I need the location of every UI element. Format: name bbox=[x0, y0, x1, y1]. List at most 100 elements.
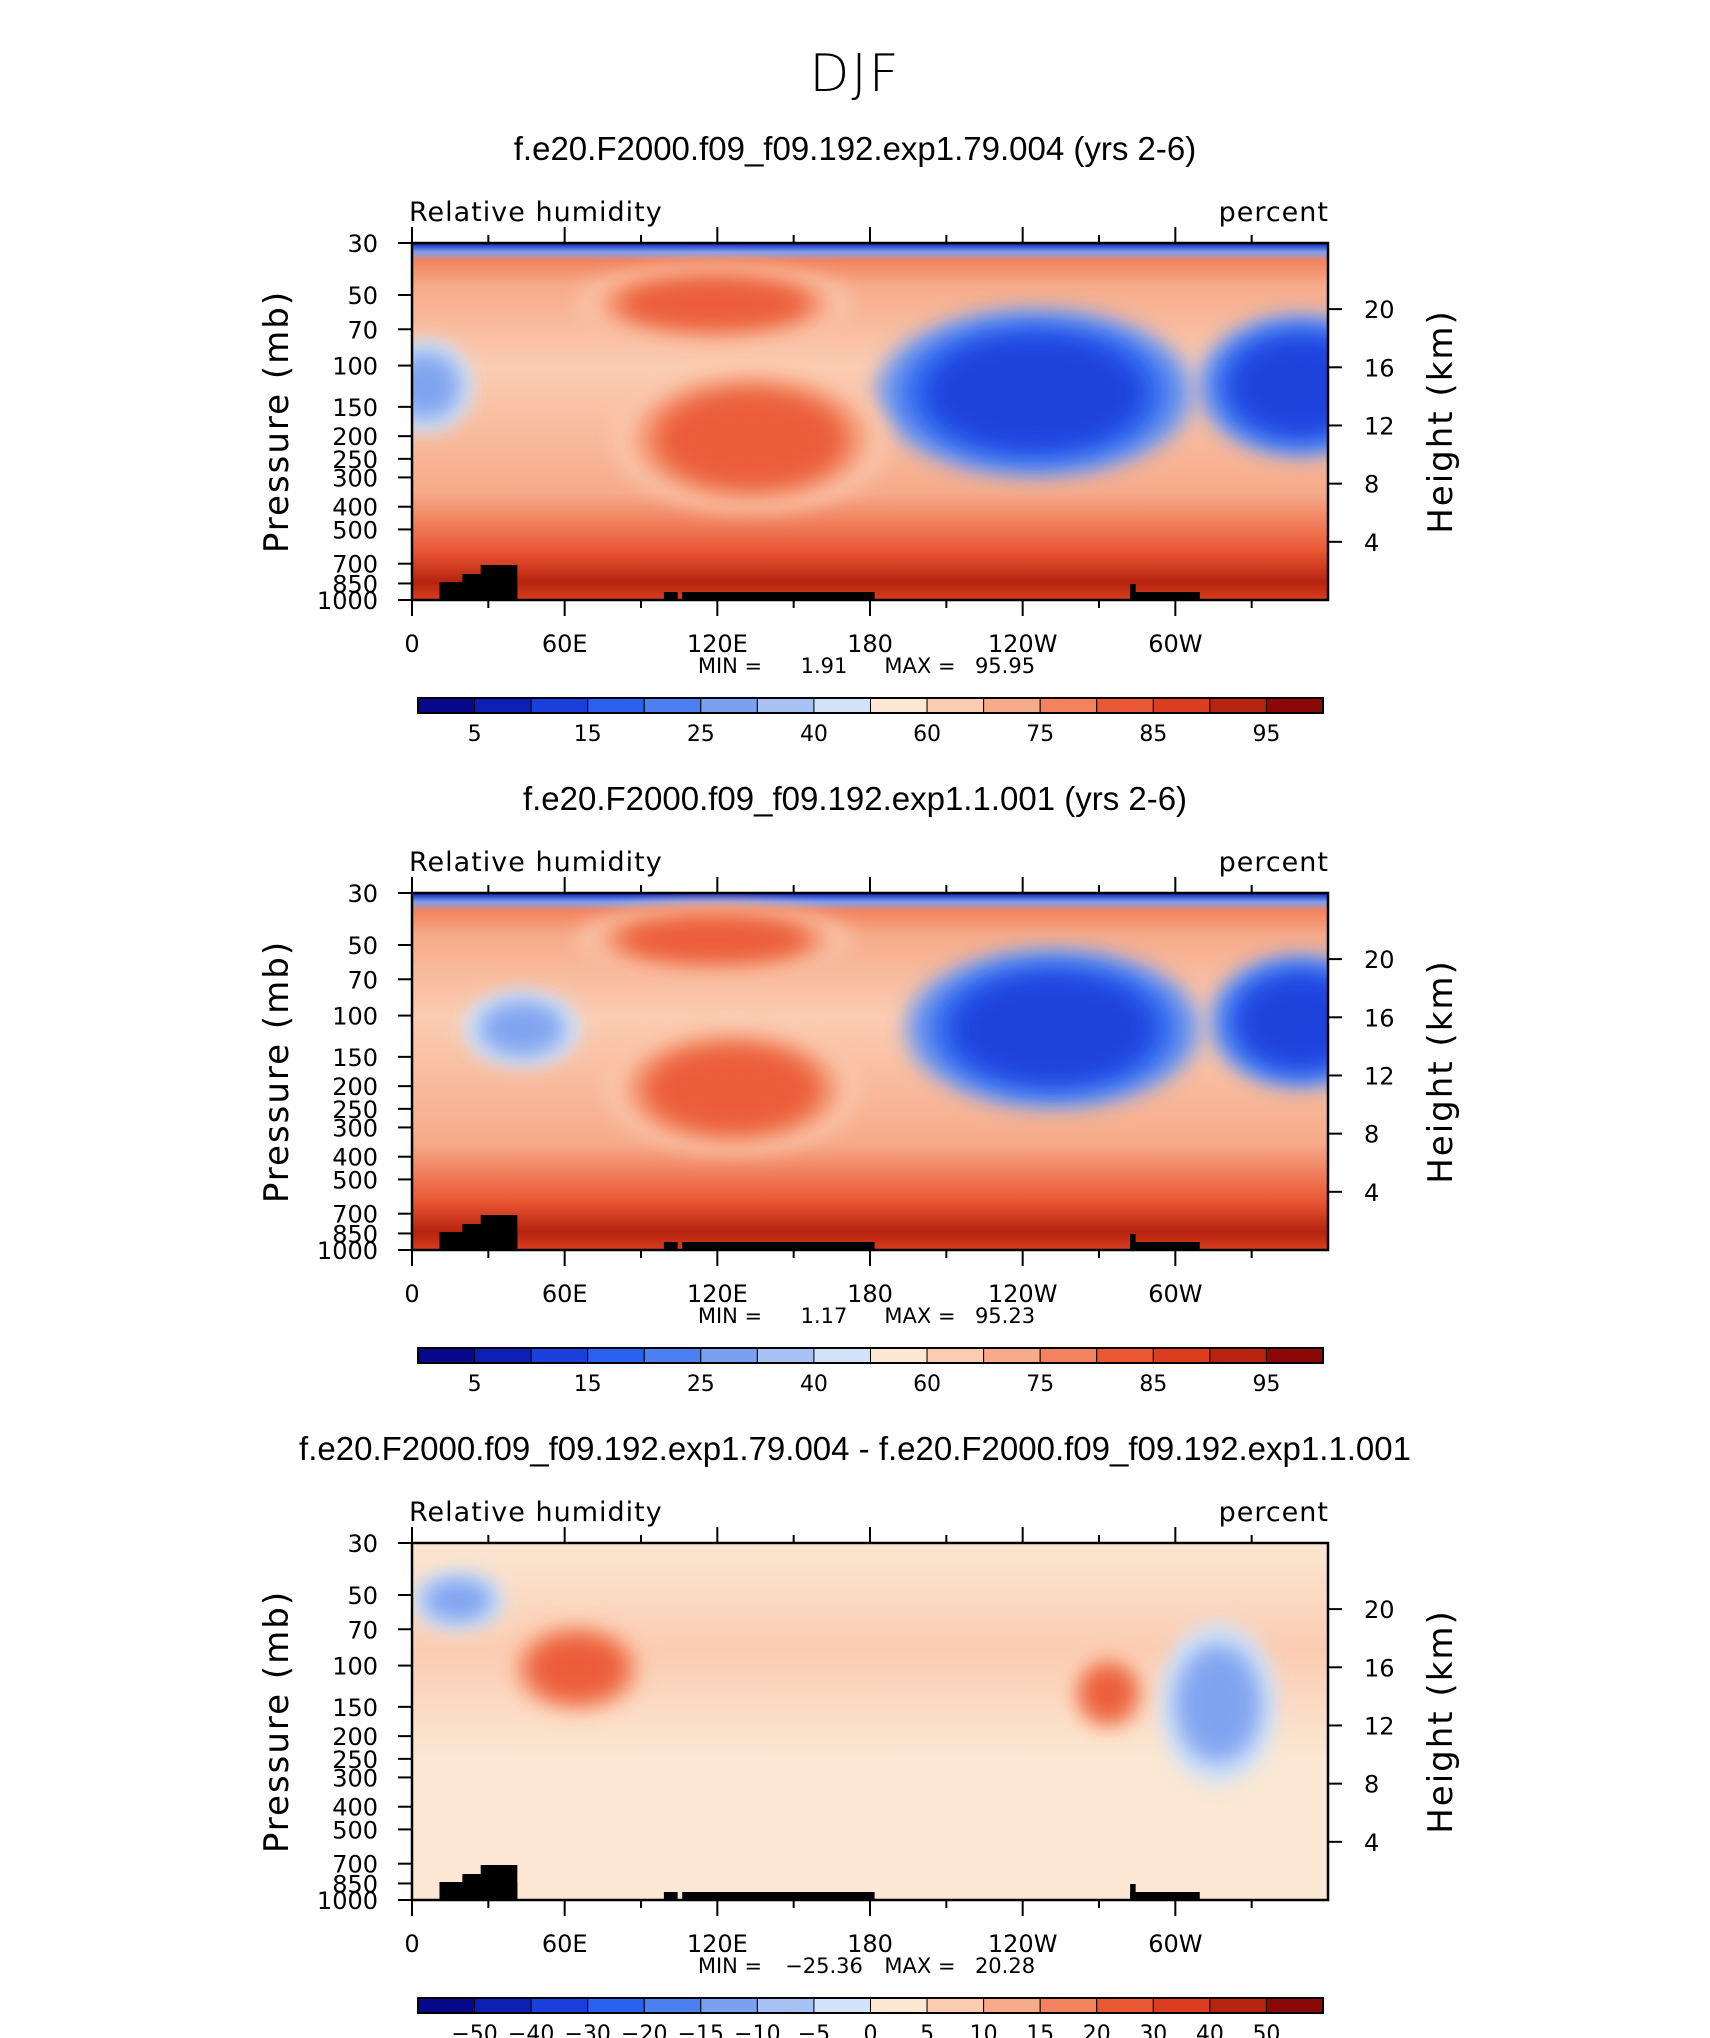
colorbar-swatch bbox=[1096, 1997, 1154, 2014]
terrain bbox=[462, 1874, 500, 1900]
y-tick-label: 1000 bbox=[317, 1887, 378, 1915]
contour-region bbox=[623, 280, 806, 328]
y-tick-label: 700 bbox=[332, 1851, 378, 1879]
colorbar-label: 15 bbox=[1026, 2022, 1054, 2038]
y-tick-label: 200 bbox=[332, 1073, 378, 1101]
colorbar-label: 40 bbox=[1196, 2022, 1224, 2038]
min-label: MIN = bbox=[698, 654, 762, 678]
x-tick-label: 120W bbox=[988, 1280, 1058, 1308]
colorbar-swatch bbox=[587, 697, 645, 714]
units-label: percent bbox=[1219, 847, 1329, 878]
y-right-tick-label: 12 bbox=[1364, 1062, 1395, 1090]
y-tick-label: 100 bbox=[332, 353, 378, 381]
y-axis-label: Pressure (mb) bbox=[257, 290, 297, 553]
colorbar-swatch bbox=[1209, 1347, 1267, 1364]
y-axis-label: Pressure (mb) bbox=[257, 1590, 297, 1853]
y-tick-label: 250 bbox=[332, 1096, 378, 1124]
y-tick-label: 250 bbox=[332, 1746, 378, 1774]
y-tick-label: 500 bbox=[332, 1166, 378, 1194]
y-right-axis-label: Height (km) bbox=[1421, 1609, 1461, 1834]
y-tick-label: 200 bbox=[332, 423, 378, 451]
y-right-tick-label: 12 bbox=[1364, 412, 1395, 440]
x-tick-label: 120E bbox=[687, 630, 748, 658]
colorbar-swatch bbox=[813, 1347, 871, 1364]
colorbar-label: 25 bbox=[687, 1372, 715, 1397]
field-background bbox=[412, 893, 1328, 1250]
colorbar-label: 20 bbox=[1083, 2022, 1111, 2038]
y-tick-label: 850 bbox=[332, 570, 378, 598]
colorbar-swatch bbox=[983, 1997, 1041, 2014]
colorbar-swatch bbox=[643, 1997, 702, 2014]
x-tick-label: 60E bbox=[542, 1930, 588, 1958]
terrain bbox=[682, 592, 875, 600]
x-tick-label: 60W bbox=[1148, 630, 1202, 658]
y-right-tick-label: 8 bbox=[1364, 1771, 1379, 1799]
y-tick-label: 850 bbox=[332, 1220, 378, 1248]
colorbar-swatch bbox=[756, 1347, 815, 1364]
contour-region bbox=[928, 336, 1142, 450]
panel-2-title: f.e20.F2000.f09_f09.192.exp1.1.001 (yrs … bbox=[522, 780, 1188, 817]
y-tick-label: 400 bbox=[332, 1794, 378, 1822]
contour-region bbox=[531, 1638, 623, 1698]
colorbar-label: 50 bbox=[1252, 2022, 1280, 2038]
y-tick-label: 70 bbox=[347, 316, 378, 344]
colorbar-label: 60 bbox=[913, 722, 941, 747]
y-tick-label: 30 bbox=[347, 1530, 378, 1558]
contour-region bbox=[649, 1047, 817, 1131]
terrain bbox=[1130, 584, 1136, 600]
field-features bbox=[412, 1573, 1276, 1784]
max-value: 95.95 bbox=[975, 654, 1035, 678]
colorbar-swatch bbox=[587, 1997, 645, 2014]
min-value: 1.91 bbox=[801, 654, 848, 678]
x-tick-label: 60E bbox=[542, 1280, 588, 1308]
contour-region bbox=[412, 356, 457, 416]
y-tick-label: 50 bbox=[347, 282, 378, 310]
colorbar-label: 5 bbox=[920, 2022, 934, 2038]
max-label: MAX = bbox=[884, 1954, 955, 1978]
y-tick-label: 700 bbox=[332, 1201, 378, 1229]
colorbar-label: −30 bbox=[564, 2022, 610, 2038]
terrain bbox=[663, 592, 678, 600]
y-tick-label: 400 bbox=[332, 1144, 378, 1172]
y-tick-label: 150 bbox=[332, 1694, 378, 1722]
terrain bbox=[663, 1892, 678, 1900]
colorbar-label: 40 bbox=[800, 1372, 828, 1397]
terrain bbox=[1130, 1234, 1136, 1250]
colorbar-swatch bbox=[1152, 1997, 1211, 2014]
colorbar-swatch bbox=[417, 1997, 476, 2014]
terrain bbox=[682, 1892, 875, 1900]
colorbar-swatch bbox=[1209, 1997, 1267, 2014]
y-right-tick-label: 20 bbox=[1364, 296, 1395, 324]
colorbar-label: 40 bbox=[800, 722, 828, 747]
y-tick-label: 30 bbox=[347, 880, 378, 908]
y-right-axis-label: Height (km) bbox=[1421, 959, 1461, 1184]
y-tick-label: 300 bbox=[332, 464, 378, 492]
min-label: MIN = bbox=[698, 1304, 762, 1328]
y-right-tick-label: 12 bbox=[1364, 1712, 1395, 1740]
field-features bbox=[412, 267, 1328, 511]
colorbar-label: 10 bbox=[970, 2022, 998, 2038]
x-tick-label: 0 bbox=[404, 1280, 419, 1308]
colorbar-label: −50 bbox=[451, 2022, 497, 2038]
max-label: MAX = bbox=[884, 1304, 955, 1328]
colorbar-swatch bbox=[1039, 1347, 1098, 1364]
topography bbox=[439, 1215, 1200, 1250]
colorbar-swatch bbox=[813, 697, 871, 714]
y-axis-label: Pressure (mb) bbox=[257, 940, 297, 1203]
variable-label: Relative humidity bbox=[409, 847, 663, 878]
colorbar-frame bbox=[417, 697, 1324, 714]
topography bbox=[439, 1865, 1200, 1900]
units-label: percent bbox=[1219, 197, 1329, 228]
colorbar-swatch bbox=[1039, 1997, 1098, 2014]
units-label: percent bbox=[1219, 1497, 1329, 1528]
colorbar-swatch bbox=[756, 1997, 815, 2014]
colorbar-swatch bbox=[417, 1347, 476, 1364]
colorbar-swatch bbox=[926, 1997, 985, 2014]
terrain bbox=[1130, 1242, 1200, 1250]
y-tick-label: 700 bbox=[332, 551, 378, 579]
colorbar-swatch bbox=[530, 1347, 589, 1364]
panel-3: Relative humidity percent3050701001502002… bbox=[257, 1497, 1461, 2038]
colorbar-swatch bbox=[700, 1347, 758, 1364]
